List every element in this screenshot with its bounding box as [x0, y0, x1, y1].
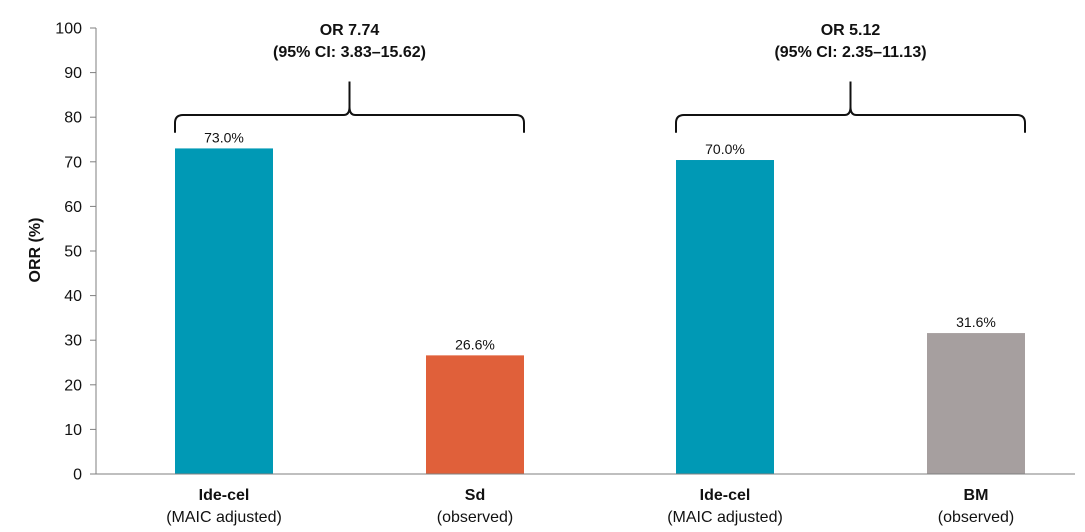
y-tick-label: 90 — [64, 65, 82, 82]
bar-value-label: 31.6% — [956, 314, 996, 330]
y-tick-label: 60 — [64, 199, 82, 216]
comparison-bracket — [675, 81, 1026, 133]
y-tick-label: 40 — [64, 288, 82, 305]
comparison-brackets: OR 7.74 (95% CI: 3.83–15.62) OR 5.12 (95% C… — [174, 22, 1026, 133]
category-label: BM — [964, 487, 989, 504]
confidence-interval-label: (95% CI: 2.35–11.13) — [774, 44, 926, 61]
category-sublabel: (observed) — [437, 509, 513, 526]
comparison-bracket — [174, 81, 525, 133]
y-tick-label: 80 — [64, 110, 82, 127]
bar-value-label: 73.0% — [204, 129, 244, 145]
odds-ratio-label: OR 7.74 — [320, 22, 380, 39]
y-axis-title: ORR (%) — [27, 218, 44, 283]
confidence-interval-label: (95% CI: 3.83–15.62) — [273, 44, 426, 61]
y-tick-label: 70 — [64, 154, 82, 171]
y-tick-label: 50 — [64, 244, 82, 261]
bar — [927, 333, 1025, 474]
y-tick-label: 20 — [64, 377, 82, 394]
bar-value-label: 26.6% — [455, 336, 495, 352]
bar-value-label: 70.0% — [705, 141, 745, 157]
x-axis: Ide-cel (MAIC adjusted) Sd (observed) Ide-ce… — [96, 473, 1075, 526]
bar — [175, 148, 273, 475]
category-label: Sd — [465, 487, 485, 504]
bar — [426, 355, 524, 474]
y-axis: 0 10 20 30 40 50 60 70 80 90 100 — [55, 21, 97, 484]
bar — [676, 160, 774, 475]
category-label: Ide-cel — [199, 487, 250, 504]
y-tick-label: 30 — [64, 333, 82, 350]
category-sublabel: (MAIC adjusted) — [166, 509, 282, 526]
category-label: Ide-cel — [700, 487, 751, 504]
y-tick-label: 0 — [73, 467, 82, 484]
category-sublabel: (MAIC adjusted) — [667, 509, 783, 526]
bars: 73.0% 26.6% 70.0% 31.6% — [175, 129, 1025, 475]
odds-ratio-label: OR 5.12 — [821, 22, 881, 39]
y-tick-label: 100 — [55, 21, 82, 38]
category-sublabel: (observed) — [938, 509, 1014, 526]
y-tick-label: 10 — [64, 422, 82, 439]
